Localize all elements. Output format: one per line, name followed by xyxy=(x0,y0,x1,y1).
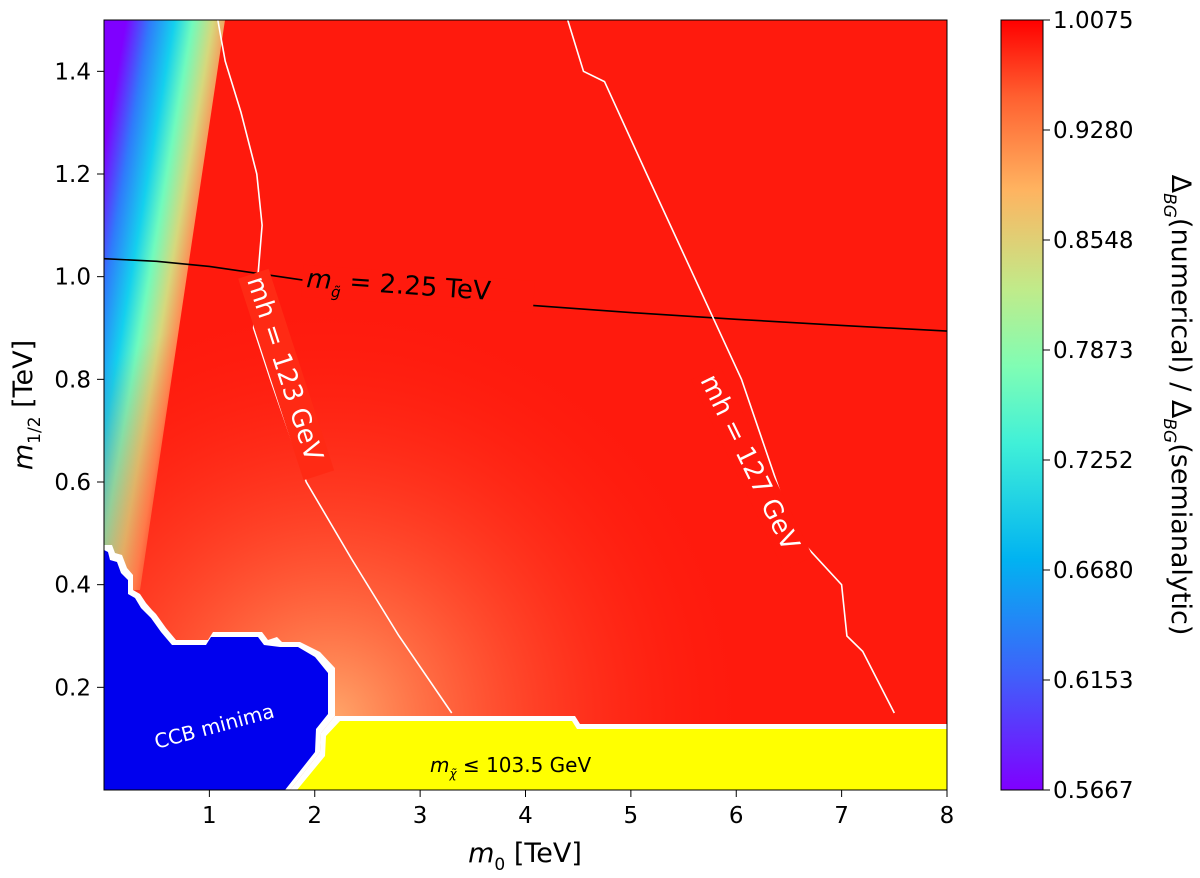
y-tick-label: 1.0 xyxy=(54,265,91,291)
gluino-label-mask xyxy=(301,264,535,313)
y-tick-label: 0.6 xyxy=(54,470,91,496)
y-tick-label: 0.8 xyxy=(54,367,91,393)
x-tick-label: 8 xyxy=(940,803,955,829)
colorbar-tick-label: 0.7873 xyxy=(1053,338,1133,364)
y-tick-label: 1.4 xyxy=(54,59,91,85)
mh123-label-mask xyxy=(238,268,335,481)
chargino-label-sub: χ̃ xyxy=(448,767,457,781)
gluino-label-sub: g̃ xyxy=(330,283,341,302)
cb-label-sem: (semianalytic) xyxy=(1165,443,1196,635)
x-label-m: m xyxy=(468,838,494,869)
x-label-unit: [TeV] xyxy=(505,838,582,869)
higgs-123-contour xyxy=(217,20,453,714)
x-tick-label: 5 xyxy=(624,803,639,829)
colorbar-tick-label: 1.0075 xyxy=(1053,8,1133,34)
colorbar xyxy=(1000,19,1044,791)
colorbar-label: ΔBG(numerical) / ΔBG(semianalytic) xyxy=(1159,175,1196,636)
mh127-label-mask xyxy=(691,365,813,571)
chargino-region-label: mχ̃ ≤ 103.5 GeV xyxy=(430,753,591,781)
y-tick-label: 0.4 xyxy=(54,573,91,599)
colorbar-ticks: 1.0075 0.9280 0.8548 0.7873 0.7252 0.6680 0.61… xyxy=(1043,8,1133,804)
y-label-unit: [TeV] xyxy=(8,340,39,417)
cb-label-delta1: Δ xyxy=(1165,175,1196,194)
x-tick-label: 1 xyxy=(202,803,217,829)
cb-label-sub2: BG xyxy=(1159,418,1179,443)
ccb-minima-region xyxy=(104,550,328,790)
x-tick-label: 2 xyxy=(307,803,322,829)
x-tick-label: 3 xyxy=(413,803,428,829)
x-tick-label: 7 xyxy=(834,803,849,829)
colorbar-tick-label: 0.5667 xyxy=(1053,778,1133,804)
x-tick-label: 6 xyxy=(729,803,744,829)
gluino-label-m: m xyxy=(306,264,333,296)
cb-label-sub1: BG xyxy=(1159,193,1179,218)
colorbar-tick-label: 0.8548 xyxy=(1053,228,1133,254)
y-axis: 0.2 0.4 0.6 0.8 1.0 1.2 1.4 xyxy=(54,59,104,701)
y-tick-label: 0.2 xyxy=(54,675,91,701)
colorbar-tick-label: 0.7252 xyxy=(1053,448,1133,474)
colorbar-tick-label: 0.6680 xyxy=(1053,558,1133,584)
plot-area: CCB minima mχ̃ ≤ 103.5 GeV mg̃ = 2.25 Te… xyxy=(104,20,947,790)
x-axis: 1 2 3 4 5 6 7 8 xyxy=(202,790,954,829)
colorbar-tick-label: 0.9280 xyxy=(1053,118,1133,144)
x-tick-label: 4 xyxy=(518,803,533,829)
chargino-label-m: m xyxy=(430,753,449,777)
x-axis-label: m0 [TeV] xyxy=(468,838,582,875)
y-label-sub: 1/2 xyxy=(25,416,45,443)
chargino-label-rest: ≤ 103.5 GeV xyxy=(457,753,592,777)
colorbar-tick-label: 0.6153 xyxy=(1053,668,1133,694)
y-axis-label: m1/2 [TeV] xyxy=(8,340,45,470)
higgs-127-contour xyxy=(566,20,896,714)
x-label-sub: 0 xyxy=(494,855,505,875)
cb-label-num: (numerical) / xyxy=(1165,218,1196,400)
y-label-m: m xyxy=(8,444,39,470)
cb-label-delta2: Δ xyxy=(1165,400,1196,419)
chargino-excluded-region xyxy=(297,721,947,790)
y-tick-label: 1.2 xyxy=(54,162,91,188)
